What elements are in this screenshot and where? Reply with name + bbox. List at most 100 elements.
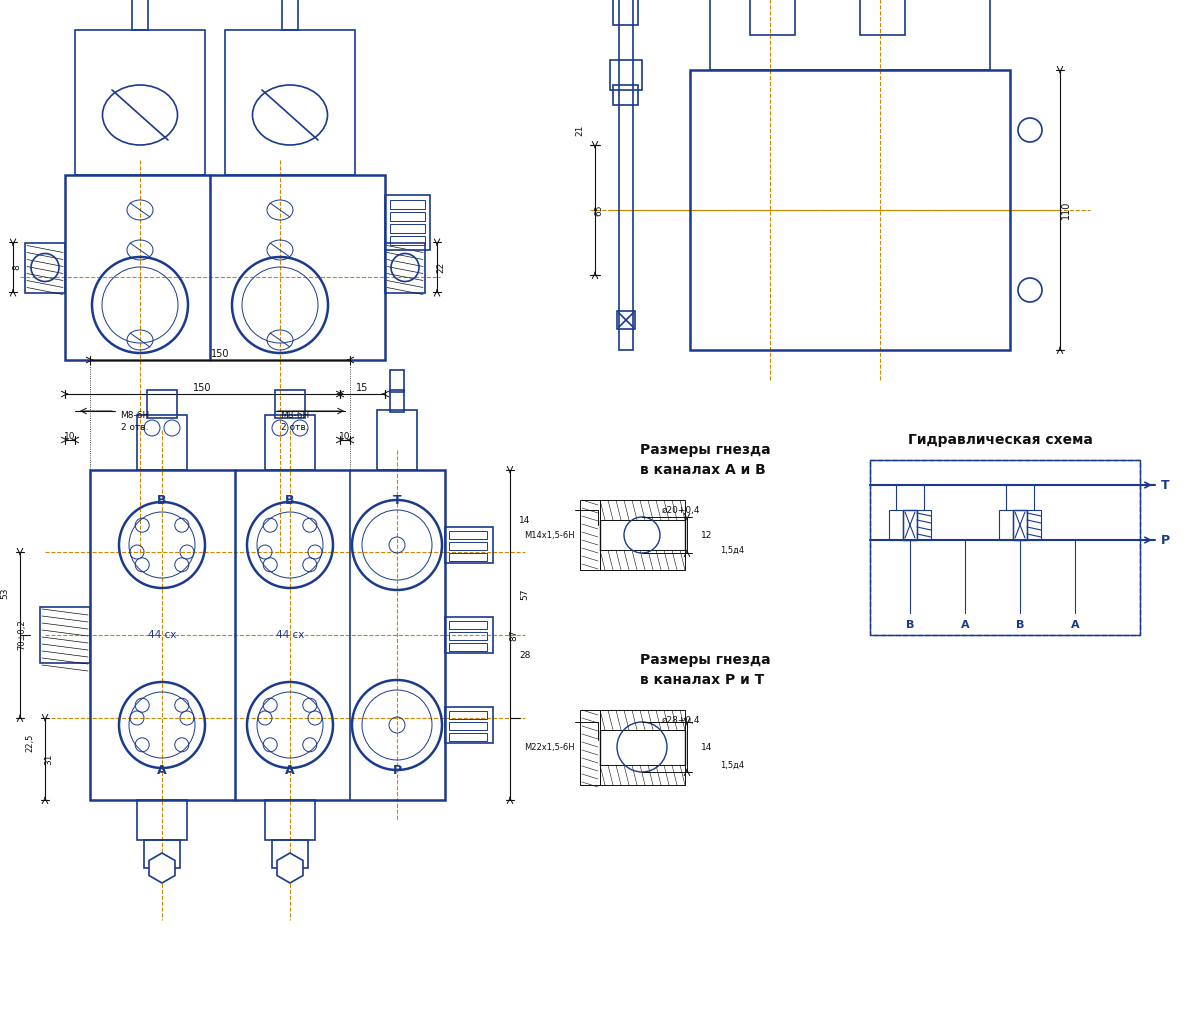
Bar (904, 510, 917, 540)
Bar (449, 632, 487, 640)
Text: A: A (286, 764, 295, 777)
Text: 2 отв.: 2 отв. (121, 423, 149, 432)
Bar (282, 0, 298, 30)
Text: Гидравлическая схема: Гидравлическая схема (907, 433, 1092, 447)
Bar (904, 510, 917, 540)
Text: 10: 10 (65, 432, 76, 440)
Bar (390, 370, 404, 392)
Bar (226, 30, 355, 175)
Text: 70±0,2: 70±0,2 (18, 620, 26, 650)
Bar (580, 500, 600, 570)
Bar (1013, 510, 1027, 540)
Text: 44 сх: 44 сх (276, 630, 304, 640)
Bar (137, 800, 187, 840)
Bar (275, 390, 305, 418)
Bar (449, 733, 487, 741)
Polygon shape (277, 853, 302, 883)
Text: 15: 15 (356, 383, 368, 393)
Bar (1027, 510, 1042, 540)
Bar (690, 70, 1010, 350)
Bar (600, 710, 685, 730)
Bar (148, 390, 178, 418)
Bar (610, 60, 642, 90)
Text: B: B (906, 620, 914, 630)
Bar (600, 550, 685, 570)
Bar (265, 415, 314, 470)
Bar (860, 0, 905, 35)
Bar (132, 0, 148, 30)
Bar (390, 224, 425, 233)
Bar (265, 800, 314, 840)
Text: 53: 53 (0, 588, 10, 599)
Text: A: A (157, 764, 167, 777)
Text: 87: 87 (510, 629, 518, 641)
Bar (449, 542, 487, 550)
Text: ø28+0,4: ø28+0,4 (662, 716, 701, 725)
Bar (870, 460, 1140, 635)
Bar (449, 711, 487, 719)
Text: A: A (961, 620, 970, 630)
Bar (998, 510, 1013, 540)
Bar (580, 710, 600, 785)
Text: ø20+0,4: ø20+0,4 (662, 505, 701, 515)
Text: B: B (157, 493, 167, 506)
Bar (390, 212, 425, 221)
Text: в каналах А и В: в каналах А и В (640, 463, 766, 477)
Bar (870, 460, 1140, 635)
Bar (445, 617, 493, 653)
Text: 150: 150 (193, 383, 211, 393)
Bar (600, 765, 685, 785)
Text: М14х1,5-6Н: М14х1,5-6Н (524, 531, 575, 539)
Bar (385, 243, 425, 292)
Bar (445, 527, 493, 563)
Bar (272, 840, 308, 868)
Text: 110: 110 (1061, 201, 1072, 220)
Text: 10: 10 (340, 432, 350, 440)
Bar (25, 243, 65, 292)
Text: P: P (392, 764, 402, 777)
Bar (449, 553, 487, 561)
Text: М8-6Н: М8-6Н (281, 410, 310, 420)
Text: 21: 21 (576, 125, 584, 136)
Bar (600, 500, 685, 520)
Text: T: T (1160, 479, 1169, 491)
Text: в каналах Р и Т: в каналах Р и Т (640, 673, 764, 687)
Text: Размеры гнезда: Размеры гнезда (640, 443, 770, 457)
Text: 57: 57 (521, 588, 529, 599)
Bar (40, 607, 90, 663)
Text: 22,5: 22,5 (25, 733, 35, 751)
Bar (613, 0, 638, 25)
Bar (750, 0, 796, 35)
Bar (390, 236, 425, 245)
Bar (917, 510, 931, 540)
Bar (1013, 510, 1027, 540)
Bar (710, 0, 990, 70)
Text: 8: 8 (12, 264, 22, 271)
Text: 31: 31 (44, 753, 54, 765)
Bar (889, 510, 904, 540)
Text: 1,5д4: 1,5д4 (720, 761, 744, 770)
Bar (449, 621, 487, 629)
Bar (137, 415, 187, 470)
Bar (390, 390, 404, 412)
Text: 22: 22 (437, 261, 445, 274)
Bar (144, 840, 180, 868)
Bar (613, 85, 638, 105)
Bar (449, 643, 487, 651)
Bar (65, 175, 385, 360)
Bar (90, 470, 445, 800)
Text: 12: 12 (701, 531, 713, 539)
Text: T: T (392, 493, 401, 506)
Text: 28: 28 (520, 650, 530, 660)
Bar (449, 531, 487, 539)
Bar (377, 410, 418, 470)
Text: 14: 14 (701, 742, 713, 751)
Bar (619, 0, 634, 350)
Bar (385, 195, 430, 250)
Text: М22х1,5-6Н: М22х1,5-6Н (524, 742, 575, 751)
Text: A: A (1070, 620, 1079, 630)
Text: P: P (1160, 534, 1170, 546)
Text: 2 отв.: 2 отв. (281, 423, 308, 432)
Bar (390, 200, 425, 209)
Text: B: B (1016, 620, 1024, 630)
